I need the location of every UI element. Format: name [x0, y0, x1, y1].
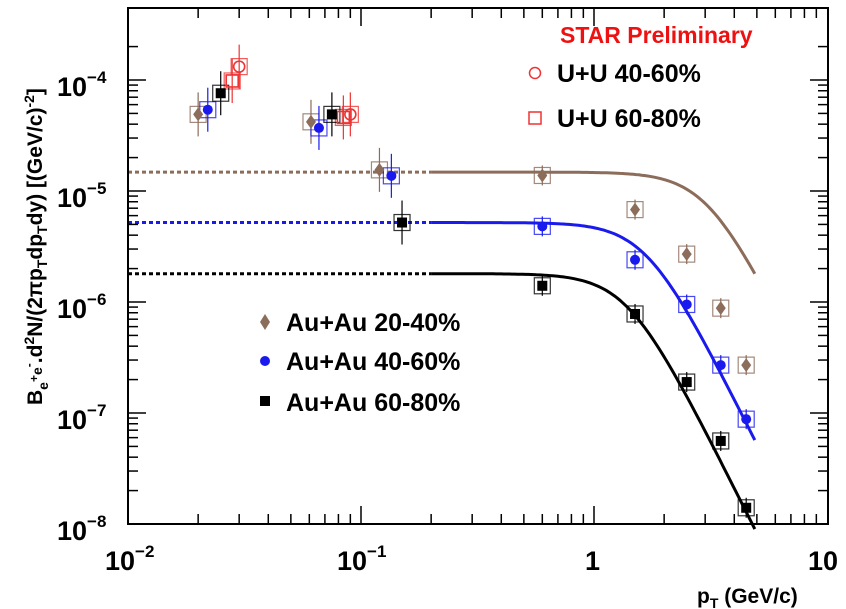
point-auau-40-60	[681, 299, 692, 310]
point-uu-60-80	[336, 110, 351, 125]
sys-box	[737, 356, 755, 374]
point-auau-20-40	[193, 107, 204, 122]
legend-marker-uu-40-60	[528, 66, 542, 80]
legend-marker-uu-60-80	[528, 111, 542, 125]
sys-box	[626, 251, 644, 269]
point-auau-60-80	[326, 109, 337, 120]
fit-solid-4	[431, 272, 757, 530]
axis-ticks	[127, 8, 828, 525]
sys-box	[212, 84, 230, 102]
legend-auau: Au+Au 20-40% Au+Au 40-60% Au+Au 60-80%	[260, 309, 460, 417]
y-tick-label-1e-7: 10−7	[57, 401, 106, 435]
point-auau-20-40	[374, 162, 385, 177]
sys-box	[393, 213, 411, 232]
sys-box	[678, 373, 696, 391]
error-bars	[189, 44, 755, 518]
sys-box	[230, 58, 248, 76]
sys-box	[737, 499, 755, 517]
sys-box	[737, 410, 755, 428]
x-axis-title: pT (GeV/c)	[697, 585, 798, 609]
point-auau-20-40	[305, 114, 316, 129]
sys-box	[678, 245, 696, 263]
sys-box	[533, 166, 551, 185]
sys-box	[382, 167, 400, 185]
point-auau-20-40	[741, 358, 752, 373]
sys-box	[626, 305, 644, 323]
y-tick-label-1e-5: 10−5	[57, 179, 106, 213]
data-markers	[193, 60, 752, 513]
plot-frame	[127, 7, 829, 525]
y-axis-title: Be+e-.d2N/(2πpTdpTdy) [(GeV/c)-2]	[21, 88, 51, 405]
legend-label-auau-20-40: Au+Au 20-40%	[286, 309, 460, 337]
point-auau-20-40	[630, 202, 641, 217]
point-auau-60-80	[681, 377, 692, 388]
point-auau-60-80	[537, 280, 548, 291]
sys-box	[626, 200, 644, 219]
point-auau-20-40	[715, 301, 726, 316]
sys-box	[712, 299, 730, 317]
y-tick-label-1e-4: 10−4	[57, 68, 107, 102]
point-auau-20-40	[537, 168, 548, 183]
point-auau-40-60	[741, 414, 752, 425]
sys-box	[712, 356, 730, 374]
legend-marker-auau-60-80	[260, 396, 270, 406]
sys-box	[323, 105, 341, 123]
fit-solid-3	[431, 221, 757, 441]
point-auau-20-40	[681, 247, 692, 262]
point-auau-60-80	[215, 88, 226, 99]
point-uu-40-60	[232, 60, 246, 73]
legend-label-uu-40-60: U+U 40-60%	[557, 60, 701, 88]
legend-label-auau-40-60: Au+Au 40-60%	[286, 348, 460, 376]
y-tick-label-1e-6: 10−6	[57, 290, 106, 324]
point-auau-60-80	[741, 502, 752, 513]
point-auau-40-60	[313, 122, 324, 133]
legend-marker-auau-40-60	[260, 356, 270, 366]
fit-solid-2	[431, 170, 757, 275]
legend-uu: U+U 40-60% U+U 60-80%	[528, 60, 701, 133]
point-uu-60-80	[225, 74, 239, 88]
plot-border	[127, 7, 829, 525]
point-auau-60-80	[630, 308, 641, 319]
x-tick-label-1e-1: 10−1	[337, 542, 386, 576]
sys-box	[533, 217, 551, 235]
point-auau-40-60	[715, 360, 726, 371]
sys-box	[370, 161, 389, 179]
legend-label-uu-60-80: U+U 60-80%	[557, 105, 701, 133]
x-tick-label-1e-2: 10−2	[105, 542, 154, 576]
point-auau-40-60	[202, 104, 213, 115]
sys-box	[223, 72, 241, 90]
sys-box	[533, 277, 551, 295]
point-auau-40-60	[630, 254, 641, 265]
point-auau-60-80	[715, 435, 726, 446]
legend-label-auau-60-80: Au+Au 60-80%	[286, 389, 460, 417]
legend-marker-auau-20-40	[260, 314, 270, 330]
sys-box	[341, 105, 359, 123]
point-auau-60-80	[397, 217, 408, 228]
point-uu-40-60	[344, 108, 357, 121]
point-auau-40-60	[537, 221, 548, 232]
sys-box	[678, 295, 696, 314]
point-auau-40-60	[386, 170, 397, 181]
fit-curves	[128, 170, 757, 530]
star-preliminary-label: STAR Preliminary	[560, 22, 753, 48]
y-tick-label-1e-8: 10−8	[57, 512, 106, 546]
x-tick-label-10: 10	[808, 546, 838, 576]
x-tick-label-1: 1	[585, 546, 600, 576]
sys-box	[712, 432, 730, 450]
